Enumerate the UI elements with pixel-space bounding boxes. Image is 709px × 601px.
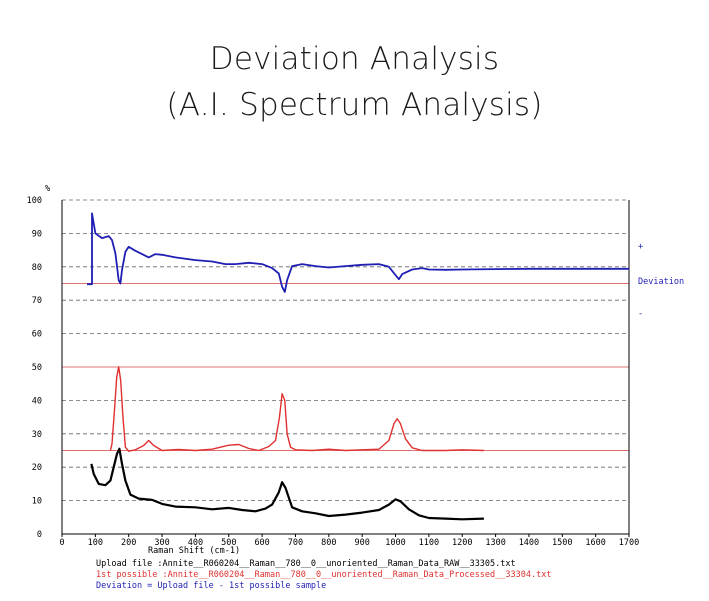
caption-first-possible: 1st possible :Annite__R060204__Raman__78… [96, 570, 551, 580]
x-tick-label-1100: 1100 [419, 538, 439, 548]
axes [61, 200, 630, 535]
x-tick-label-400: 400 [188, 538, 203, 548]
x-tick-label-1300: 1300 [485, 538, 505, 548]
x-axis-label: Raman Shift (cm-1) [148, 546, 240, 556]
y-tick-label-20: 20 [32, 463, 42, 473]
x-tick-label-700: 700 [288, 538, 303, 548]
x-tick-label-1000: 1000 [385, 538, 405, 548]
series-layer [87, 212, 629, 521]
x-tick-label-0: 0 [59, 538, 64, 548]
x-tick-labels: 0 100 200 300 400 500 600 700 800 900 1000 1100 1200… [59, 534, 639, 548]
x-tick-label-200: 200 [121, 538, 136, 548]
series-line-1st-possible [109, 366, 484, 452]
x-tick-label-1700: 1700 [619, 538, 639, 548]
y-tick-label-100: 100 [27, 196, 42, 206]
series-line-upload [90, 447, 484, 521]
slide-title: Deviation Analysis (A.I. Spectrum Analys… [0, 36, 709, 128]
y-tick-label-50: 50 [32, 363, 42, 373]
x-tick-label-1600: 1600 [585, 538, 605, 548]
x-tick-label-300: 300 [154, 538, 169, 548]
deviation-label: Deviation [638, 277, 684, 287]
y-tick-label-90: 90 [32, 229, 42, 239]
y-axis-label: % [45, 184, 50, 194]
y-tick-label-30: 30 [32, 430, 42, 440]
x-tick-label-100: 100 [88, 538, 103, 548]
caption-deviation-definition: Deviation = Upload file - 1st possible s… [96, 581, 326, 591]
deviation-minus-label: - [638, 309, 643, 319]
x-tick-label-800: 800 [321, 538, 336, 548]
reference-lines [62, 283, 629, 451]
x-tick-label-1200: 1200 [452, 538, 472, 548]
y-tick-label-10: 10 [32, 497, 42, 507]
x-tick-label-500: 500 [221, 538, 236, 548]
y-tick-label-80: 80 [32, 263, 42, 273]
x-tick-label-900: 900 [354, 538, 369, 548]
caption-upload-file: Upload file :Annite__R060204__Raman__780… [96, 559, 516, 569]
x-tick-label-1500: 1500 [552, 538, 572, 548]
x-tick-label-1400: 1400 [519, 538, 539, 548]
y-tick-labels: 0 10 20 30 40 50 60 70 80 90 100 [27, 196, 42, 540]
deviation-plus-label: + [638, 242, 643, 252]
y-tick-label-70: 70 [32, 296, 42, 306]
grid-layer [62, 199, 629, 502]
series-line-deviation [87, 212, 629, 293]
x-tick-label-600: 600 [254, 538, 269, 548]
y-tick-label-60: 60 [32, 330, 42, 340]
title-line-1: Deviation Analysis [209, 41, 500, 77]
title-line-2: (A.I. Spectrum Analysis) [166, 87, 543, 123]
y-tick-label-0: 0 [37, 530, 42, 540]
y-tick-label-40: 40 [32, 396, 42, 406]
